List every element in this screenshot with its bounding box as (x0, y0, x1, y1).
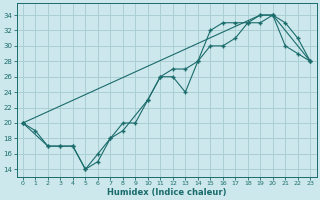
X-axis label: Humidex (Indice chaleur): Humidex (Indice chaleur) (107, 188, 226, 197)
